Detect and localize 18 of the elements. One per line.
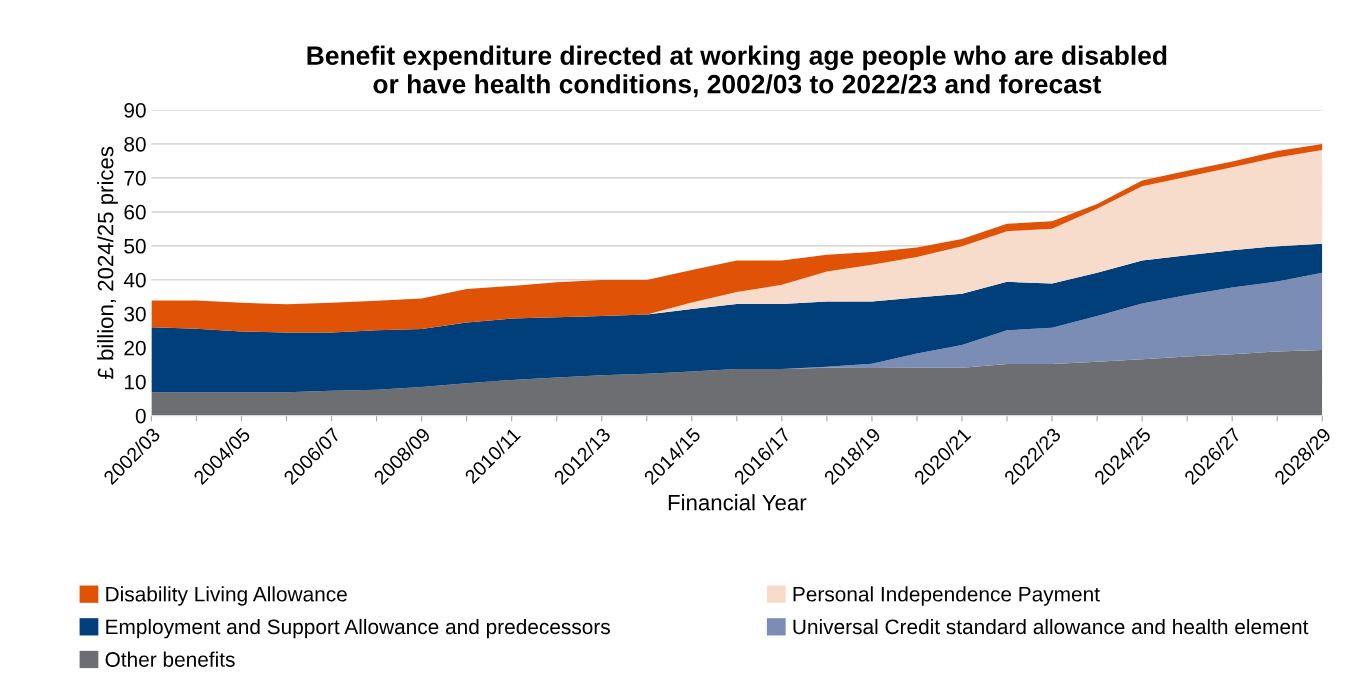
y-tick-label: 20 (124, 340, 146, 356)
y-tick-label: 30 (124, 306, 146, 322)
legend-label: Employment and Support Allowance and predecessors (106, 618, 610, 639)
y-axis-title: £ billion, 2024/25 prices (97, 146, 118, 379)
legend-label: Personal Independence Payment (793, 586, 1100, 606)
y-tick-label: 60 (124, 204, 146, 220)
legend-label: Universal Credit standard allowance and health element (793, 618, 1309, 635)
legend-label: Other benefits (105, 651, 235, 667)
y-tick-label: 80 (124, 136, 146, 152)
y-tick-label: 70 (124, 170, 146, 186)
y-tick-label: 40 (123, 272, 146, 288)
x-axis-title: Financial Year (668, 494, 807, 511)
y-tick-label: 50 (124, 238, 146, 254)
chart-title: Benefit expenditure directed at working age people who are disabled or have health conditions, 2002/03 to 2022/23 and forecast (307, 45, 1167, 98)
y-tick-label: 10 (124, 374, 146, 390)
y-tick-label: 90 (124, 102, 146, 118)
y-tick-label: 0 (135, 408, 146, 424)
legend-label: Disability Living Allowance (106, 586, 347, 606)
